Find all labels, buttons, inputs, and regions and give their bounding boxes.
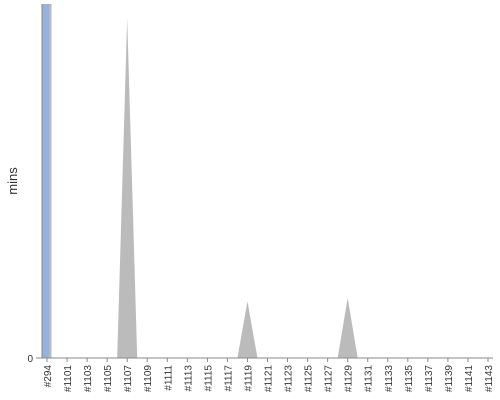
x-tick-label-8: #1115 bbox=[203, 365, 214, 392]
x-tick-label-12: #1123 bbox=[284, 365, 295, 393]
x-tick-label-17: #1133 bbox=[384, 365, 395, 393]
x-tick-label-11: #1121 bbox=[264, 365, 275, 393]
x-axis-labels: #294 #1101 #1103 #1105 #1107 #1109 #1111 #1113 #… bbox=[43, 358, 495, 392]
x-tick-label-3: #1105 bbox=[103, 365, 114, 393]
x-tick-label-16: #1131 bbox=[364, 365, 375, 393]
x-tick-label-20: #1139 bbox=[444, 365, 455, 393]
area-mark-1107 bbox=[117, 18, 138, 358]
area-mark-1119 bbox=[237, 301, 258, 358]
x-tick-label-22: #1143 bbox=[484, 365, 495, 393]
x-tick-label-21: #1141 bbox=[464, 365, 475, 393]
x-tick-label-0: #294 bbox=[43, 365, 54, 388]
x-tick-label-1: #1101 bbox=[63, 365, 74, 393]
blue-area-mark-294 bbox=[42, 4, 50, 358]
area-mark-1129 bbox=[337, 297, 358, 358]
x-tick-label-4: #1107 bbox=[123, 365, 134, 393]
plot-area bbox=[42, 4, 358, 358]
x-tick-label-14: #1127 bbox=[324, 365, 335, 393]
x-tick-label-2: #1103 bbox=[83, 365, 94, 393]
y-axis-label: mins bbox=[5, 167, 20, 195]
x-tick-label-10: #1119 bbox=[243, 365, 254, 392]
x-tick-label-5: #1109 bbox=[143, 365, 154, 393]
x-tick-label-13: #1125 bbox=[304, 365, 315, 393]
x-tick-label-7: #1113 bbox=[183, 365, 194, 392]
y-tick-label-0: 0 bbox=[27, 354, 33, 365]
x-tick-label-19: #1137 bbox=[424, 365, 435, 393]
x-tick-label-6: #1111 bbox=[163, 365, 174, 391]
x-tick-label-15: #1129 bbox=[344, 365, 355, 393]
x-tick-label-18: #1135 bbox=[404, 365, 415, 393]
x-tick-label-9: #1117 bbox=[223, 365, 234, 392]
